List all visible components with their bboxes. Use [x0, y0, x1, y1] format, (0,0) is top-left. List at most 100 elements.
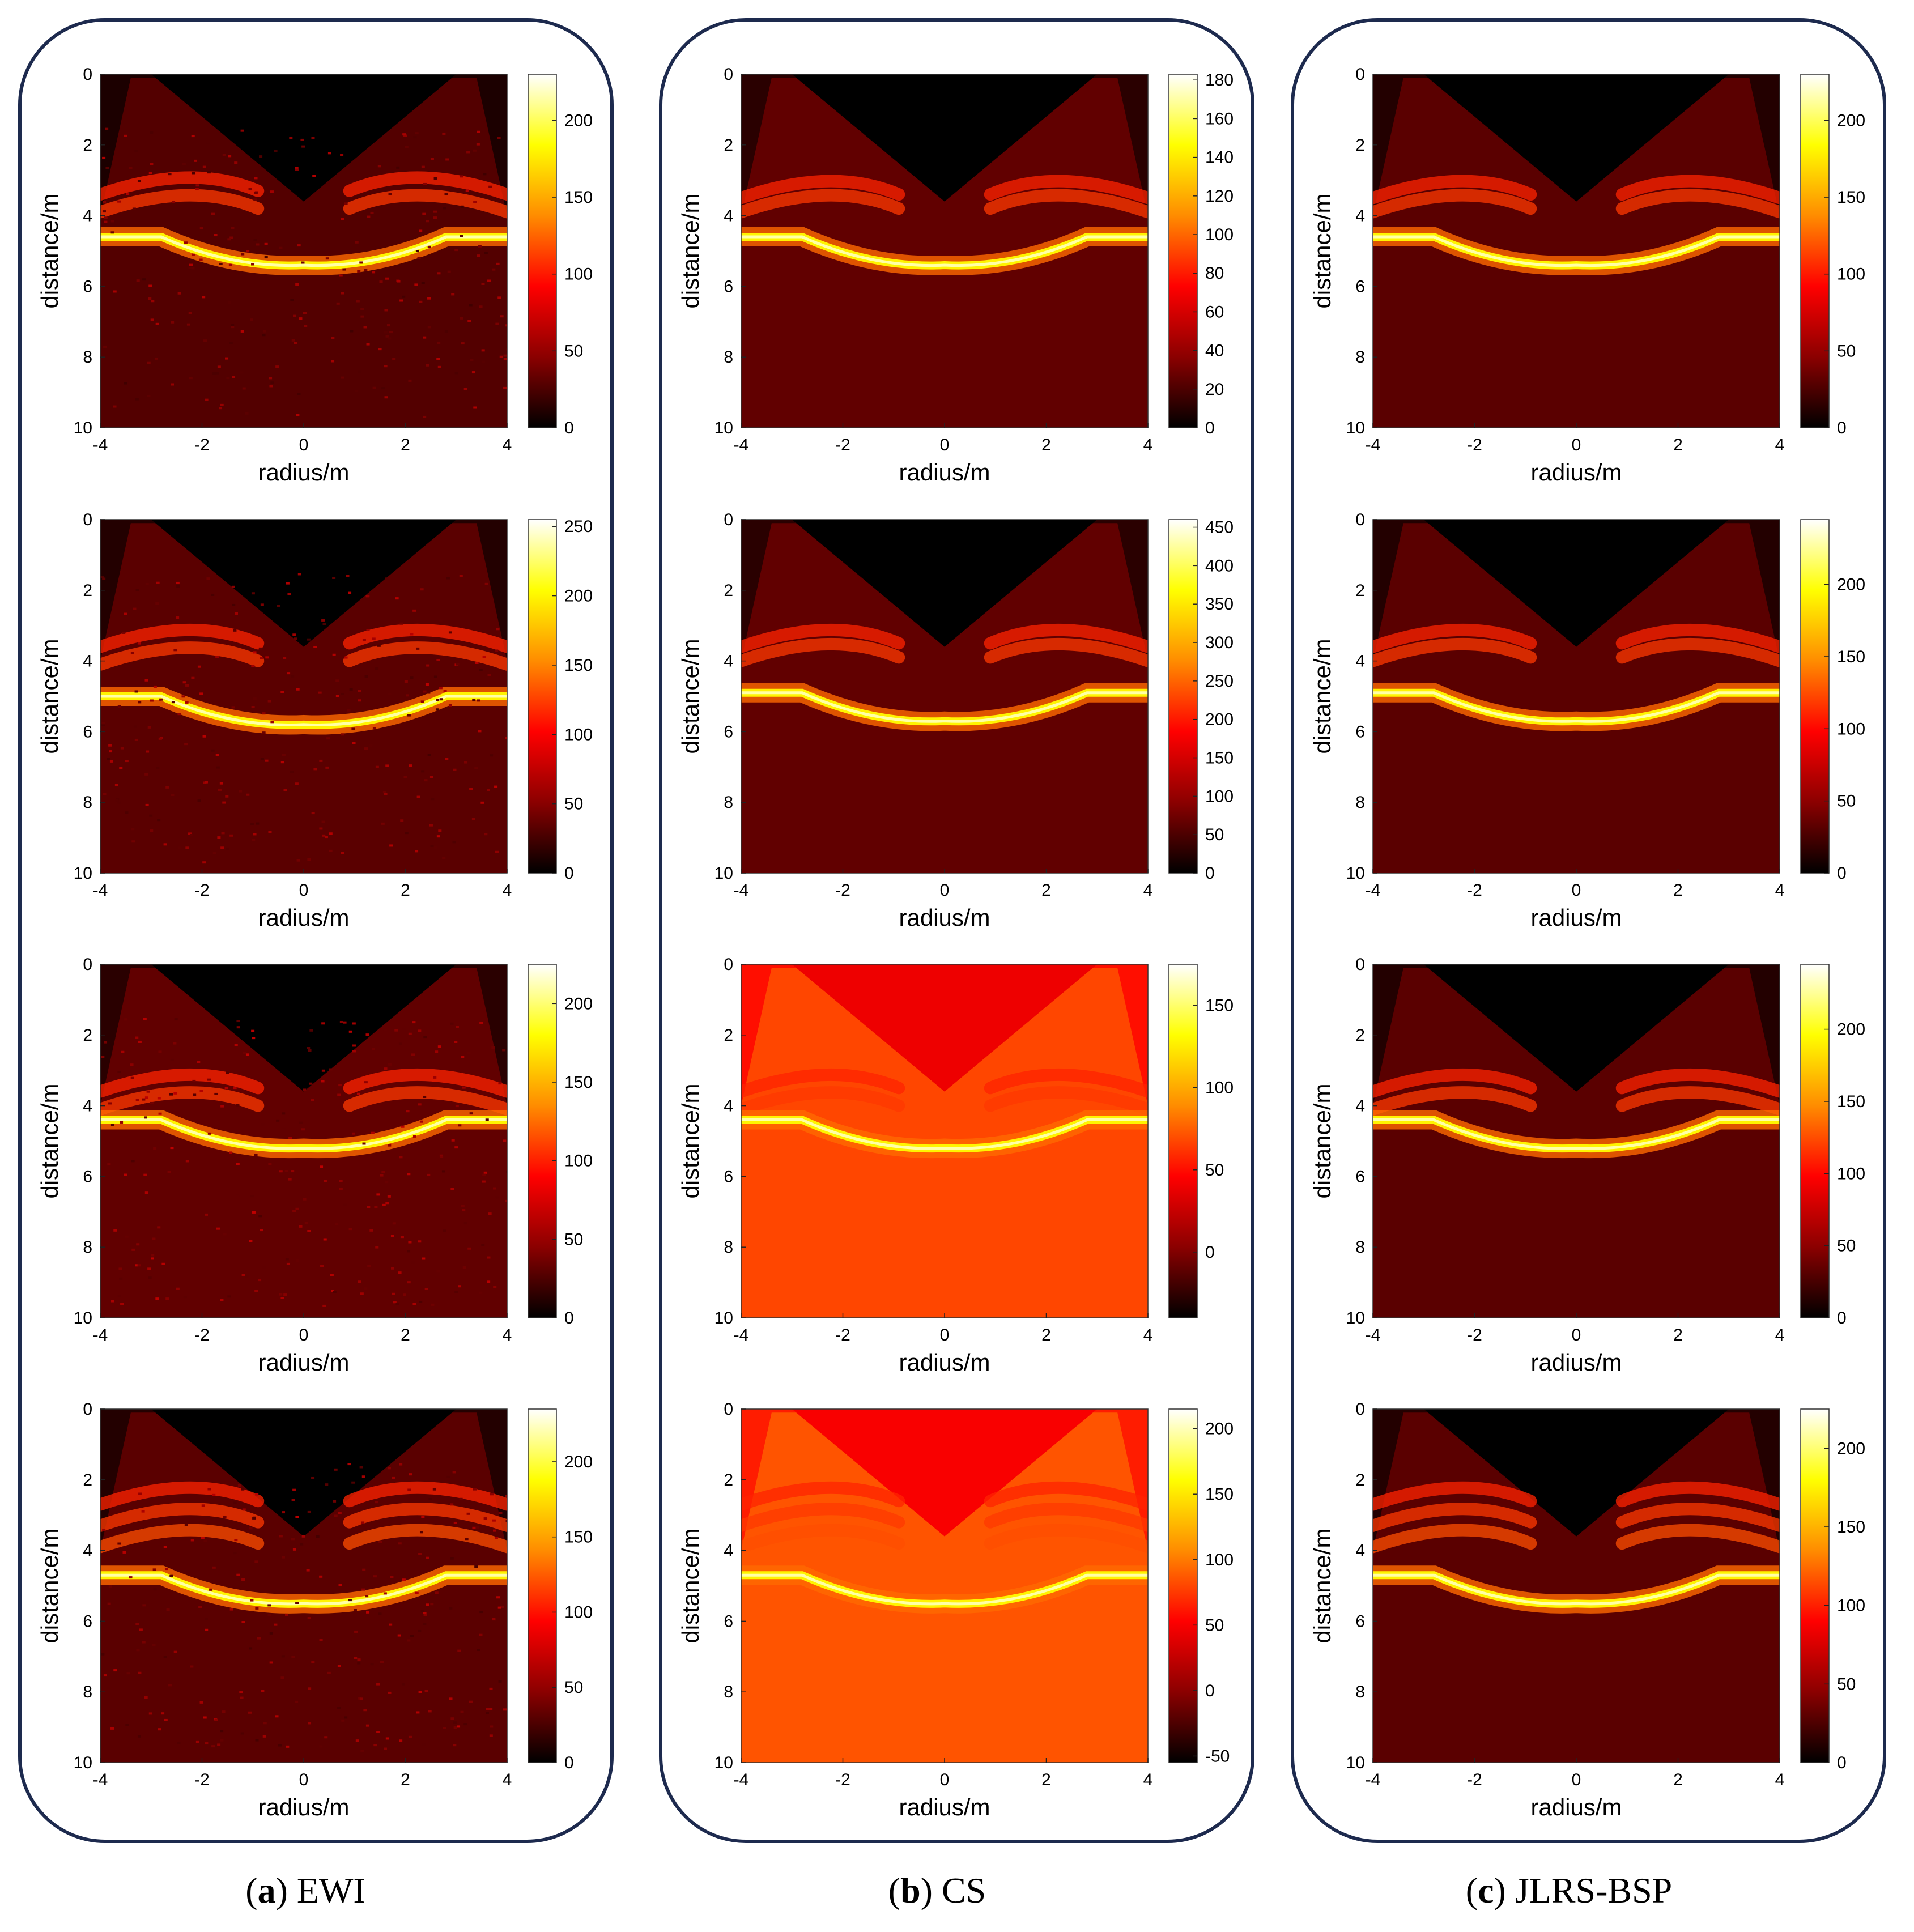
- speckle: [367, 1206, 371, 1208]
- speckle: [311, 812, 315, 815]
- speckle: [167, 1171, 171, 1173]
- speckle: [125, 811, 129, 814]
- colorbar: [528, 519, 557, 874]
- speckle: [185, 684, 189, 687]
- y-tick-label: 10: [74, 1754, 92, 1772]
- speckle: [207, 1132, 211, 1135]
- speckle: [479, 669, 483, 671]
- speckle: [472, 699, 476, 702]
- speckle: [388, 193, 392, 195]
- speckle: [158, 737, 162, 740]
- y-tick-label: 2: [724, 136, 733, 155]
- speckle: [133, 607, 137, 610]
- speckle: [205, 1618, 209, 1620]
- speckle: [282, 1556, 286, 1559]
- speckle: [462, 1209, 466, 1212]
- scatter-arc: [100, 1481, 507, 1511]
- speckle: [295, 283, 299, 286]
- speckle: [184, 1524, 188, 1526]
- x-tick-label: 2: [1673, 1771, 1683, 1789]
- speckle: [102, 577, 106, 580]
- speckle: [205, 1742, 209, 1745]
- speckle: [199, 1090, 203, 1092]
- y-tick-label: 8: [724, 1683, 733, 1701]
- speckle: [195, 1740, 199, 1743]
- scatter-arc: [1373, 1068, 1780, 1098]
- speckle: [103, 345, 107, 348]
- speckle: [293, 314, 297, 317]
- speckle: [143, 1173, 147, 1176]
- speckle: [418, 1552, 422, 1555]
- speckle: [240, 1546, 244, 1548]
- scatter-arc: [741, 175, 1148, 205]
- speckle: [440, 1155, 444, 1158]
- speckle: [283, 657, 287, 659]
- y-tick-label: 4: [1355, 1542, 1365, 1560]
- subplot-c-4: -4 -2 0 2 4 0 2 4 6 8 10 radius/m distance/m 0 50 100 15…: [1309, 1400, 1865, 1820]
- speckle: [232, 376, 236, 378]
- speckle: [338, 1584, 342, 1586]
- speckle: [154, 1725, 158, 1727]
- x-tick-label: -4: [1366, 436, 1381, 454]
- interface-core: [741, 235, 1148, 267]
- x-tick-label: 4: [503, 1771, 512, 1789]
- speckle: [267, 1604, 271, 1607]
- speckle: [321, 820, 325, 823]
- x-tick-label: 4: [503, 1326, 512, 1344]
- speckle: [192, 172, 195, 175]
- speckle: [482, 656, 486, 658]
- speckle: [346, 575, 350, 577]
- speckle: [312, 175, 316, 177]
- x-tick-label: 0: [1572, 1771, 1581, 1789]
- speckle: [190, 1665, 194, 1668]
- speckle: [499, 355, 503, 358]
- interface-core: [1373, 691, 1780, 723]
- speckle: [103, 1674, 107, 1677]
- speckle: [357, 270, 361, 273]
- speckle: [341, 733, 344, 736]
- colorbar-tick-label: 150: [564, 1073, 593, 1092]
- speckle: [364, 675, 368, 678]
- colorbar-tick-label: 250: [1205, 672, 1234, 691]
- y-axis-label: distance/m: [36, 1083, 63, 1198]
- colorbar: [528, 1408, 557, 1763]
- speckle: [131, 840, 135, 843]
- speckle: [417, 257, 421, 259]
- speckle: [125, 1724, 129, 1726]
- speckle: [186, 323, 190, 326]
- shadow-notch: [792, 74, 1098, 202]
- y-axis-label: distance/m: [677, 1083, 704, 1198]
- speckle: [381, 1171, 385, 1174]
- speckle: [357, 1658, 361, 1661]
- speckle: [222, 1710, 226, 1713]
- speckle: [214, 1718, 218, 1721]
- speckle: [423, 1036, 427, 1039]
- scatter-arc: [100, 1086, 507, 1116]
- colorbar-tick-label: 100: [564, 1152, 593, 1171]
- speckle: [364, 269, 368, 271]
- speckle: [138, 1492, 142, 1495]
- speckle: [120, 747, 124, 750]
- speckle: [269, 1632, 273, 1635]
- speckle: [435, 1050, 439, 1053]
- speckle: [378, 1541, 382, 1543]
- speckle: [220, 1730, 224, 1733]
- shadow-notch: [792, 1409, 1098, 1537]
- y-tick-label: 8: [724, 348, 733, 367]
- speckle: [218, 788, 222, 791]
- speckle: [158, 1728, 161, 1731]
- speckle: [469, 304, 473, 307]
- x-tick-label: -2: [194, 436, 210, 454]
- speckle: [443, 207, 446, 210]
- speckle: [229, 342, 233, 344]
- colorbar-tick-label: 300: [1205, 633, 1234, 652]
- speckle: [463, 1222, 467, 1225]
- speckle: [295, 168, 299, 171]
- speckle: [319, 1745, 323, 1748]
- speckle: [358, 370, 361, 373]
- speckle: [150, 131, 154, 134]
- x-tick-label: -2: [1467, 1326, 1482, 1344]
- speckle: [444, 193, 448, 195]
- speckle: [502, 1049, 506, 1052]
- speckle: [479, 1611, 483, 1614]
